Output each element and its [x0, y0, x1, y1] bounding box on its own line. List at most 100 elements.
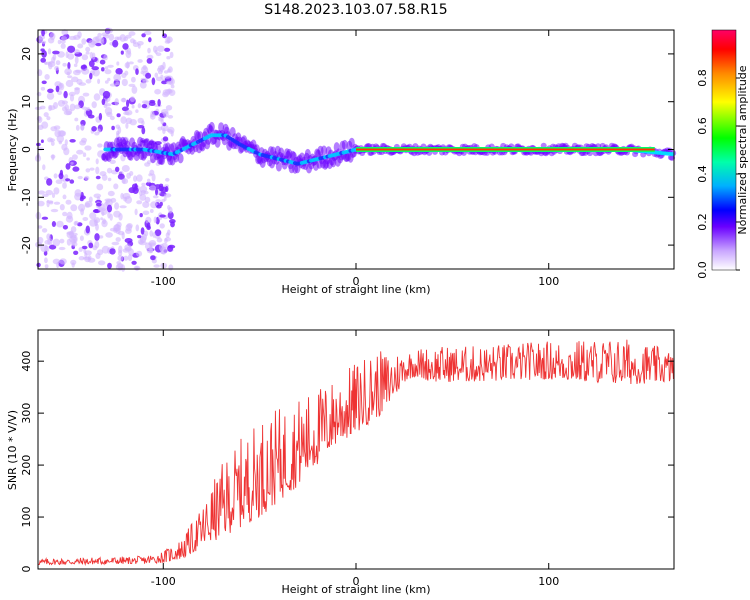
noise-speckle — [115, 68, 123, 75]
noise-speckle — [151, 77, 156, 86]
colorbar-tick-label: 0.0 — [696, 261, 709, 279]
noise-speckle — [152, 232, 156, 238]
noise-speckle — [53, 201, 61, 205]
noise-speckle — [119, 205, 127, 209]
spectrogram-y-tick-label: -20 — [20, 236, 33, 254]
noise-speckle — [131, 76, 136, 83]
noise-speckle — [115, 166, 120, 172]
noise-speckle — [37, 116, 43, 123]
noise-speckle — [107, 64, 114, 68]
noise-speckle — [169, 51, 174, 59]
noise-speckle — [125, 34, 132, 39]
noise-speckle — [88, 60, 95, 68]
noise-speckle — [130, 96, 135, 103]
noise-speckle — [98, 260, 106, 266]
noise-speckle — [57, 130, 66, 137]
noise-speckle — [49, 32, 56, 41]
snr-x-tick-label: 100 — [538, 575, 559, 588]
noise-speckle — [117, 126, 122, 134]
noise-speckle — [162, 128, 166, 135]
noise-speckle — [61, 29, 69, 36]
ridge-halo — [208, 121, 215, 132]
noise-speckle — [97, 143, 103, 148]
noise-speckle — [75, 124, 80, 131]
noise-speckle — [163, 70, 169, 74]
noise-speckle — [69, 94, 75, 102]
colorbar-tick-label: 0.4 — [696, 165, 709, 183]
noise-speckle — [164, 238, 168, 244]
snr-y-tick-label: 200 — [20, 455, 33, 476]
noise-speckle — [163, 193, 172, 198]
noise-speckle — [81, 38, 87, 45]
noise-speckle — [107, 177, 112, 182]
noise-speckle — [91, 126, 97, 132]
noise-speckle — [105, 232, 113, 238]
noise-speckle — [52, 258, 61, 265]
noise-speckle — [63, 110, 72, 116]
noise-speckle — [117, 266, 123, 271]
noise-speckle — [47, 88, 54, 94]
ridge-core — [669, 152, 675, 157]
noise-speckle — [142, 201, 150, 209]
noise-speckle — [147, 178, 151, 183]
noise-speckle — [107, 77, 111, 82]
noise-speckle — [55, 60, 61, 66]
noise-speckle — [143, 230, 149, 237]
noise-speckle — [53, 187, 60, 195]
noise-speckle — [168, 66, 173, 73]
noise-speckle — [112, 39, 119, 48]
noise-speckle — [85, 168, 91, 173]
noise-speckle — [150, 201, 158, 209]
noise-speckle — [160, 64, 164, 73]
noise-speckle — [98, 37, 105, 42]
noise-speckle — [131, 85, 138, 94]
noise-speckle — [72, 166, 80, 172]
noise-speckle — [110, 197, 117, 203]
noise-speckle — [159, 214, 166, 218]
noise-speckle — [36, 262, 41, 268]
noise-speckle — [155, 187, 158, 196]
noise-speckle — [149, 246, 154, 254]
noise-speckle — [70, 226, 77, 233]
noise-speckle — [73, 63, 78, 68]
noise-speckle — [96, 183, 104, 191]
noise-speckle — [51, 192, 56, 198]
noise-speckle — [84, 175, 90, 181]
noise-speckle — [57, 99, 66, 107]
noise-speckle — [135, 224, 140, 232]
noise-speckle — [47, 238, 53, 246]
noise-speckle — [37, 200, 45, 207]
noise-speckle — [59, 169, 64, 176]
noise-speckle — [44, 257, 48, 264]
noise-speckle — [37, 225, 43, 229]
noise-speckle — [97, 128, 101, 134]
noise-speckle — [128, 248, 135, 256]
noise-speckle — [70, 259, 77, 265]
noise-speckle — [85, 51, 90, 55]
noise-speckle — [167, 205, 171, 210]
noise-speckle — [117, 173, 125, 180]
noise-speckle — [85, 79, 92, 84]
noise-speckle — [145, 216, 152, 224]
ridge-halo — [177, 153, 184, 164]
noise-speckle — [101, 245, 110, 254]
noise-speckle — [128, 61, 134, 65]
noise-speckle — [141, 104, 148, 109]
noise-speckle — [57, 39, 62, 45]
noise-speckle — [44, 61, 48, 65]
noise-speckle — [99, 59, 106, 65]
noise-speckle — [137, 59, 143, 63]
noise-speckle — [85, 225, 91, 234]
noise-speckle — [154, 72, 159, 78]
noise-speckle — [120, 116, 127, 124]
noise-speckle — [116, 61, 120, 66]
noise-speckle — [107, 190, 115, 197]
noise-speckle — [82, 217, 89, 221]
noise-speckle — [104, 103, 112, 107]
spectrogram-x-tick-label: 0 — [353, 275, 360, 288]
noise-speckle — [98, 235, 104, 239]
noise-speckle — [114, 98, 119, 106]
noise-speckle — [121, 178, 129, 185]
noise-speckle — [62, 194, 67, 200]
